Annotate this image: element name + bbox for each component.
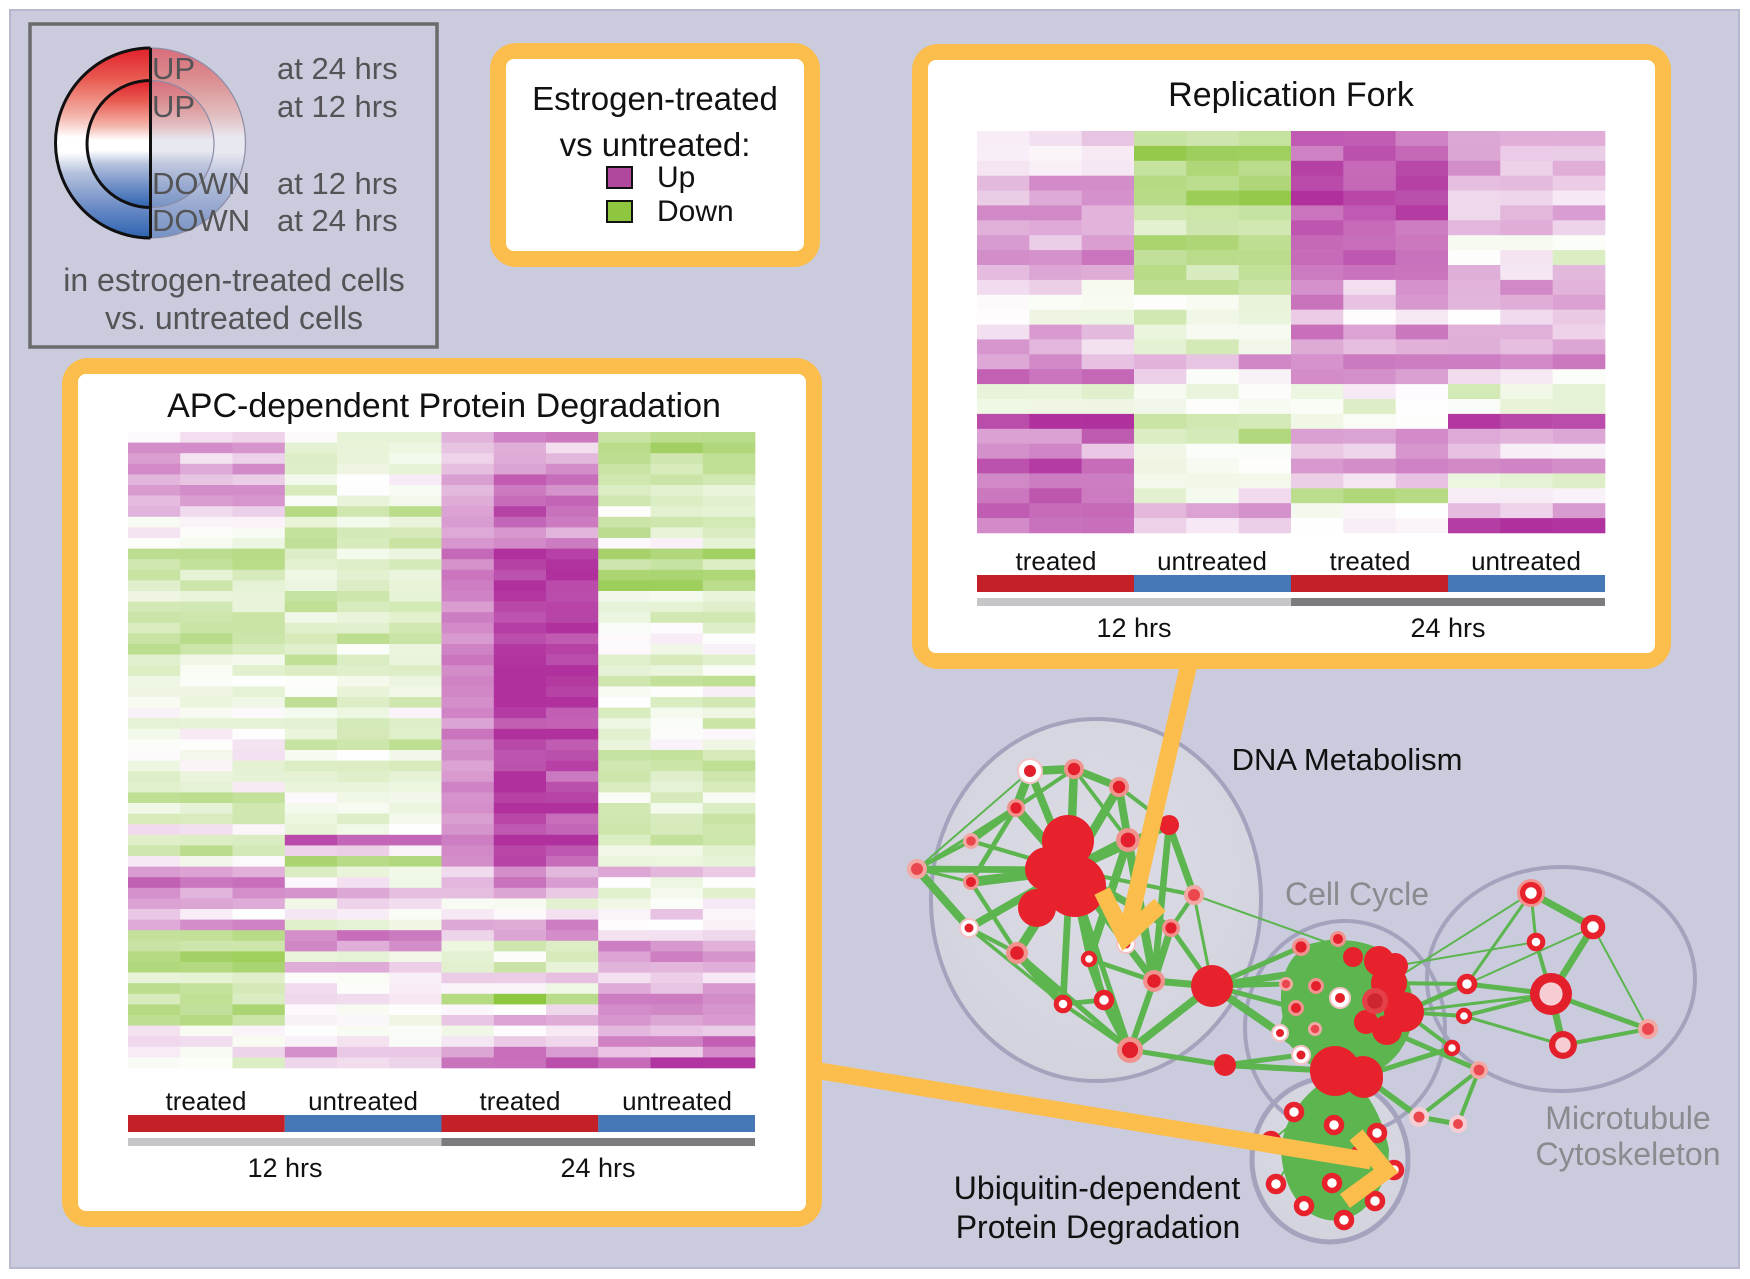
svg-text:at 12 hrs: at 12 hrs: [277, 166, 398, 201]
svg-text:vs untreated:: vs untreated:: [560, 126, 751, 163]
svg-text:untreated: untreated: [308, 1086, 418, 1116]
svg-text:APC-dependent Protein Degradat: APC-dependent Protein Degradation: [167, 387, 721, 425]
svg-text:UP: UP: [152, 51, 195, 86]
svg-text:Replication Fork: Replication Fork: [1168, 76, 1415, 114]
svg-text:DOWN: DOWN: [152, 203, 250, 238]
svg-text:Ubiquitin-dependent: Ubiquitin-dependent: [954, 1170, 1241, 1206]
svg-text:Down: Down: [657, 195, 734, 228]
svg-text:12 hrs: 12 hrs: [247, 1153, 322, 1183]
svg-text:Cytoskeleton: Cytoskeleton: [1536, 1136, 1721, 1172]
svg-text:Estrogen-treated: Estrogen-treated: [532, 80, 778, 117]
svg-text:Microtubule: Microtubule: [1545, 1100, 1710, 1136]
svg-text:treated: treated: [1016, 546, 1097, 576]
svg-text:Up: Up: [657, 161, 695, 194]
svg-text:at 24 hrs: at 24 hrs: [277, 51, 398, 86]
svg-text:in estrogen-treated cells: in estrogen-treated cells: [63, 262, 405, 298]
svg-text:UP: UP: [152, 89, 195, 124]
svg-text:treated: treated: [1330, 546, 1411, 576]
svg-text:vs. untreated cells: vs. untreated cells: [105, 300, 363, 336]
svg-text:DOWN: DOWN: [152, 166, 250, 201]
svg-text:untreated: untreated: [1157, 546, 1267, 576]
svg-text:at 12 hrs: at 12 hrs: [277, 89, 398, 124]
svg-text:Cell Cycle: Cell Cycle: [1285, 876, 1429, 912]
svg-text:untreated: untreated: [1471, 546, 1581, 576]
svg-text:treated: treated: [166, 1086, 247, 1116]
svg-text:DNA Metabolism: DNA Metabolism: [1232, 742, 1463, 777]
svg-text:untreated: untreated: [622, 1086, 732, 1116]
svg-text:at 24 hrs: at 24 hrs: [277, 203, 398, 238]
svg-text:Protein Degradation: Protein Degradation: [956, 1209, 1241, 1245]
svg-text:treated: treated: [480, 1086, 561, 1116]
svg-text:24 hrs: 24 hrs: [1410, 613, 1485, 643]
svg-text:12 hrs: 12 hrs: [1096, 613, 1171, 643]
svg-text:24 hrs: 24 hrs: [560, 1153, 635, 1183]
